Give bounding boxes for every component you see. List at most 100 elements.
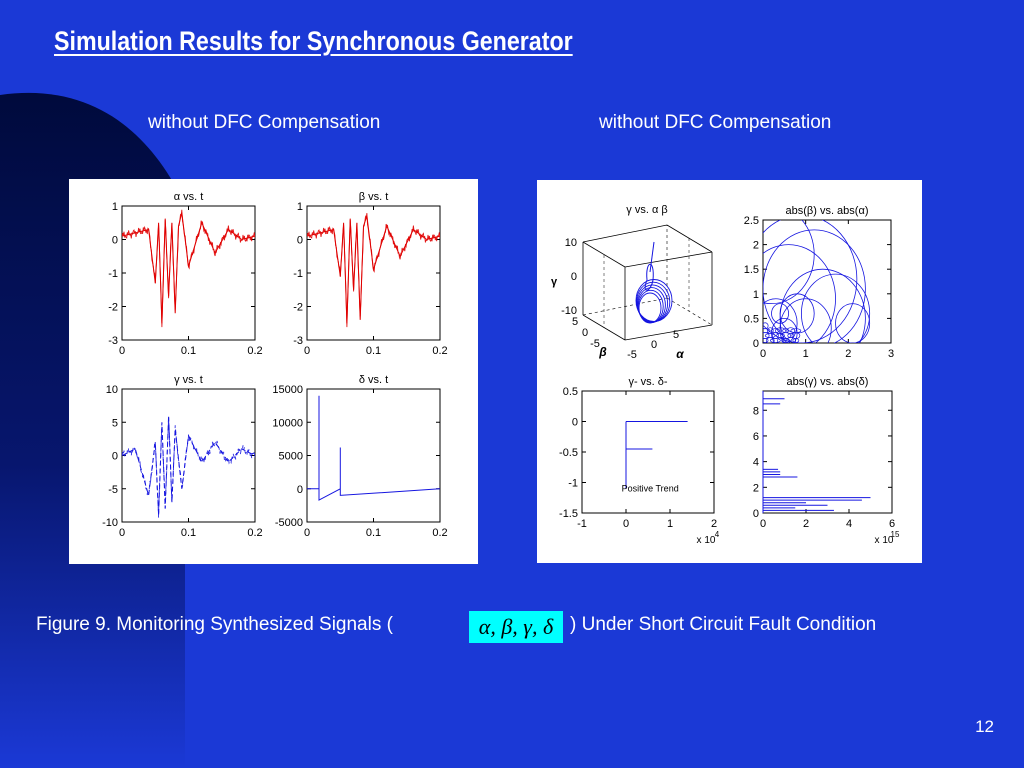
y-tick-label: 0 bbox=[753, 338, 759, 350]
trajectory-circle bbox=[779, 298, 832, 343]
z-tick-label: 10 bbox=[565, 237, 577, 249]
y-tick-label: -3 bbox=[108, 335, 118, 347]
x-tick-label: 0.2 bbox=[247, 345, 262, 357]
axis-box-edge bbox=[666, 224, 713, 253]
x-tick-label: 0 bbox=[304, 345, 310, 357]
y-tick-label: 0 bbox=[112, 235, 118, 247]
x-tick-label: 0.1 bbox=[366, 527, 381, 539]
positive-trend-annotation: Positive Trend bbox=[622, 484, 679, 494]
subplot-left-2: γ vs. t 0 0.1 0.2 10 5 0 -5 -10 bbox=[102, 374, 263, 539]
y-tick-label: -1 bbox=[293, 268, 303, 280]
x-tick-label: 2 bbox=[803, 518, 809, 530]
y-tick-label: -3 bbox=[293, 335, 303, 347]
trajectory-circle bbox=[763, 244, 836, 343]
x-tick-label: 1 bbox=[803, 348, 809, 360]
y-tick-label: -5 bbox=[108, 484, 118, 496]
x-axis-label: α bbox=[676, 347, 684, 361]
x-tick-label: 0 bbox=[760, 348, 766, 360]
subplot-title: γ vs. α β bbox=[626, 204, 667, 216]
trajectory-small-loop bbox=[782, 328, 789, 334]
trajectory-circle bbox=[835, 303, 871, 343]
y-tick-label: 0.5 bbox=[744, 313, 759, 325]
series-line-detail bbox=[122, 417, 255, 518]
x-tick-label: 0.1 bbox=[181, 527, 196, 539]
subplot-title: β vs. t bbox=[359, 191, 389, 203]
x-axis-multiplier-exponent: 15 bbox=[891, 530, 900, 539]
trajectory-circle bbox=[763, 220, 815, 305]
trajectory-circle bbox=[763, 220, 858, 343]
x-tick-label: -1 bbox=[577, 518, 587, 530]
y-tick-label: -10 bbox=[102, 517, 118, 529]
y-tick-label: 2 bbox=[753, 240, 759, 252]
subplot-frame bbox=[121, 205, 256, 341]
x-tick-label: 6 bbox=[889, 518, 895, 530]
subplot-left-1: β vs. t 0 0.1 0.2 1 0 -1 -2 -3 bbox=[293, 191, 447, 357]
subplot-title: γ vs. t bbox=[174, 374, 203, 386]
y-tick-label: -0.5 bbox=[559, 447, 578, 459]
trajectory-circle bbox=[801, 273, 871, 343]
y-tick-label: 0 bbox=[297, 235, 303, 247]
x-tick-label: 3 bbox=[888, 348, 894, 360]
y-tick-label: 4 bbox=[753, 457, 759, 469]
z-tick-label: -10 bbox=[561, 305, 577, 317]
trajectory-small-loop bbox=[763, 322, 769, 330]
subplot-title: α vs. t bbox=[174, 191, 204, 203]
subplot-frame bbox=[762, 390, 893, 514]
series-line-detail bbox=[307, 213, 440, 328]
subplot-left-0: α vs. t 0 0.1 0.2 1 0 -1 -2 -3 bbox=[108, 191, 262, 357]
x-tick-label: 0 bbox=[760, 518, 766, 530]
greek-symbols-box: α, β, γ, δ bbox=[469, 611, 563, 643]
x-axis-multiplier: x 10 bbox=[875, 535, 894, 546]
subplot-right-abs-beta: abs(β) vs. abs(α) 0 1 2 3 2.5 2 1.5 1 0.5 0 bbox=[744, 205, 894, 360]
y-tick-label: -1.5 bbox=[559, 508, 578, 520]
series-line-detail bbox=[122, 209, 255, 328]
trajectory-circle bbox=[779, 268, 866, 343]
slide-title: Simulation Results for Synchronous Gener… bbox=[54, 26, 573, 56]
x-tick-label: 0.1 bbox=[181, 345, 196, 357]
y-axis-label: β bbox=[598, 345, 607, 359]
subplot-frame bbox=[581, 390, 715, 514]
y-tick-label: 6 bbox=[753, 431, 759, 443]
subplot-title: δ vs. t bbox=[359, 374, 388, 386]
y-tick-label: -2 bbox=[293, 302, 303, 314]
x-axis-multiplier-exponent: 4 bbox=[715, 530, 720, 539]
y-tick-label: 10000 bbox=[272, 417, 303, 429]
left-figure-panel: α vs. t 0 0.1 0.2 1 0 -1 -2 -3 β vs. t 0 0.1 0.2 1 0 -1… bbox=[69, 179, 478, 564]
x-axis-multiplier: x 10 bbox=[697, 535, 716, 546]
x-tick-label: 2 bbox=[845, 348, 851, 360]
y-tick-label: 0 bbox=[582, 327, 588, 339]
trajectory-small-loop bbox=[775, 327, 786, 335]
x-tick-label: 0 bbox=[119, 527, 125, 539]
x-tick-label: 0 bbox=[623, 518, 629, 530]
x-tick-label: -5 bbox=[627, 349, 637, 361]
z-axis-label: γ bbox=[551, 276, 558, 288]
axis-grid-edge bbox=[666, 297, 713, 326]
subplot-frame bbox=[306, 388, 441, 523]
axis-box-edge bbox=[624, 324, 713, 341]
y-tick-label: -1 bbox=[568, 478, 578, 490]
axis-box-edge bbox=[624, 251, 713, 268]
x-tick-label: 0.1 bbox=[366, 345, 381, 357]
y-tick-label: 0 bbox=[572, 417, 578, 429]
trajectory-small-loop bbox=[766, 327, 774, 335]
y-tick-label: 10 bbox=[106, 384, 118, 396]
series-line bbox=[307, 395, 440, 501]
y-tick-label: 1 bbox=[112, 201, 118, 213]
trajectory-circle bbox=[763, 229, 866, 343]
x-tick-label: 5 bbox=[673, 329, 679, 341]
x-tick-label: 0.2 bbox=[432, 527, 447, 539]
trajectory-loop bbox=[635, 279, 673, 322]
y-tick-label: -5 bbox=[590, 338, 600, 350]
subplot-frame bbox=[121, 388, 256, 523]
y-tick-label: 5000 bbox=[279, 451, 303, 463]
y-tick-label: 2 bbox=[753, 482, 759, 494]
right-figure-panel: γ vs. α β 10 0 -10 γ 5 0 -5 β -5 0 5 α abs(β) vs. abs… bbox=[537, 180, 922, 563]
y-tick-label: 1 bbox=[297, 201, 303, 213]
right-panel-caption: without DFC Compensation bbox=[599, 112, 832, 133]
y-tick-label: 0.5 bbox=[563, 386, 578, 398]
y-tick-label: -5000 bbox=[275, 517, 303, 529]
y-tick-label: 0 bbox=[297, 484, 303, 496]
